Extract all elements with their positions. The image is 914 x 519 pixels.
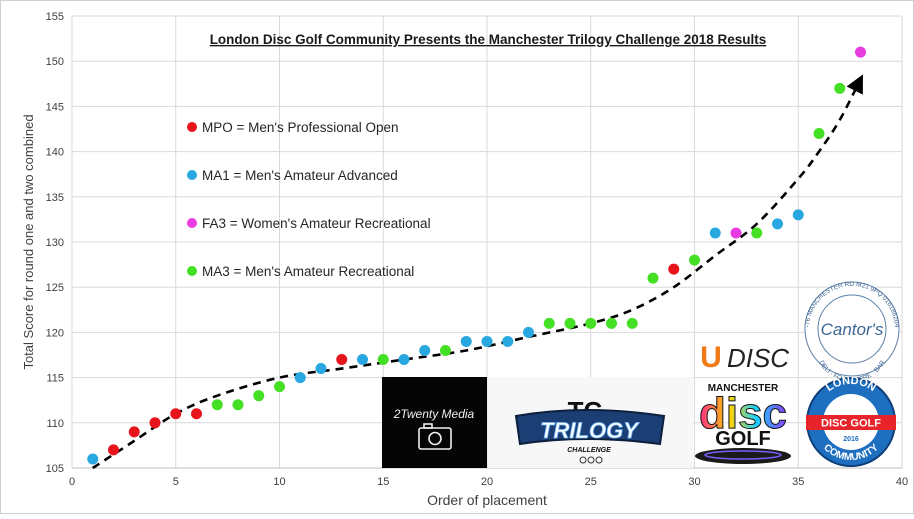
grid-lines: [71, 15, 903, 469]
chart-title: London Disc Golf Community Presents the …: [210, 32, 767, 47]
data-point: [730, 227, 742, 239]
data-point: [460, 335, 472, 347]
data-point: [751, 227, 763, 239]
data-point: [211, 399, 223, 411]
x-tick-label: 35: [792, 476, 804, 488]
x-tick-label: 20: [481, 476, 493, 488]
trilogy-footer-mark: [579, 456, 603, 464]
data-point: [294, 372, 306, 384]
y-tick-label: 105: [46, 463, 64, 475]
udisc-u-mark: U: [700, 341, 722, 374]
x-tick-label: 5: [173, 476, 179, 488]
legend: MPO = Men's Professional Open MA1 = Men's…: [187, 120, 431, 279]
data-point: [855, 46, 866, 58]
legend-label: MPO = Men's Professional Open: [202, 120, 399, 135]
trendline: [92, 74, 863, 470]
data-point: [253, 390, 265, 402]
y-tick-label: 125: [46, 282, 64, 294]
trilogy-main-text: TRILOGY: [540, 418, 640, 443]
sponsor-2twenty-media-text: 2Twenty Media: [393, 407, 475, 421]
data-point: [87, 453, 99, 465]
y-tick-label: 145: [46, 101, 64, 113]
x-tick-label: 30: [688, 476, 700, 488]
ldgc-middle-text: DISC GOLF: [821, 418, 881, 430]
x-tick-label: 25: [585, 476, 597, 488]
data-point: [689, 254, 700, 266]
data-point: [149, 417, 161, 429]
data-point: [606, 317, 617, 329]
data-point: [626, 317, 638, 329]
data-point: [481, 335, 493, 347]
x-tick-label: 0: [69, 476, 75, 488]
legend-marker: [187, 218, 197, 228]
data-point: [523, 326, 534, 338]
sponsor-manchester-disc-golf-logo: MANCHESTER disc GOLF: [695, 383, 791, 464]
y-tick-label: 130: [46, 237, 64, 249]
ldgc-year-text: 2016: [843, 436, 859, 443]
data-point: [315, 363, 327, 375]
y-tick-label: 135: [46, 192, 64, 204]
legend-label: MA1 = Men's Amateur Advanced: [202, 168, 398, 183]
data-point: [709, 227, 721, 239]
legend-label: MA3 = Men's Amateur Recreational: [202, 264, 414, 279]
trilogy-banner-shape: [514, 409, 666, 446]
x-tick-label: 10: [273, 476, 285, 488]
cantors-name: Cantor's: [821, 320, 884, 339]
data-point: [274, 381, 285, 393]
y-tick-label: 110: [46, 418, 64, 430]
manchester-golf-text: GOLF: [715, 428, 771, 450]
udisc-text: DISC: [727, 343, 789, 373]
y-tick-label: 120: [46, 327, 64, 339]
camera-icon: [418, 423, 452, 450]
data-point: [647, 272, 659, 284]
ldgc-top-text: LONDON: [824, 375, 878, 394]
trilogy-sub-text: CHALLENGE: [567, 447, 611, 454]
data-point: [543, 317, 555, 329]
data-point: [772, 218, 783, 230]
data-point: [128, 426, 140, 438]
sponsor-trilogy-challenge-logo: TC TRILOGY CHALLENGE: [488, 377, 693, 468]
data-point: [419, 344, 431, 356]
legend-marker: [187, 266, 197, 276]
y-tick-label: 140: [46, 147, 64, 159]
y-axis-title: Total Score for round one and two combin…: [21, 114, 36, 369]
data-point: [668, 263, 680, 275]
data-point: [170, 408, 182, 420]
data-point: [440, 344, 451, 356]
legend-marker: [187, 170, 197, 180]
manchester-top-text: MANCHESTER: [708, 383, 779, 394]
data-point: [502, 335, 514, 347]
x-tick-label: 40: [896, 476, 908, 488]
x-tick-label: 15: [377, 476, 389, 488]
data-point: [191, 408, 202, 420]
data-point: [813, 128, 825, 140]
manchester-disc-rim: [704, 450, 782, 460]
legend-label: FA3 = Women's Amateur Recreational: [202, 216, 431, 231]
tick-labels: 105 110 115 120 125 130 135 140 145 150 155 0 5 10 15 2…: [46, 11, 908, 488]
sponsor-london-disc-golf-community-logo: LONDON COMMUNITY DISC GOLF 2016: [806, 375, 896, 467]
sponsor-2twenty-media-logo: 2Twenty Media: [382, 377, 487, 468]
y-tick-label: 115: [46, 373, 64, 385]
data-point: [232, 399, 244, 411]
y-tick-label: 150: [46, 56, 64, 68]
data-point: [564, 317, 576, 329]
data-point: [108, 444, 119, 456]
y-tick-label: 155: [46, 11, 64, 23]
data-point: [357, 354, 368, 366]
data-points: [87, 46, 866, 465]
data-point: [398, 354, 410, 366]
sponsor-udisc-logo: U DISC: [700, 341, 789, 374]
data-point: [336, 354, 348, 366]
manchester-disc-text: disc: [699, 389, 787, 438]
data-point: [377, 354, 389, 366]
data-point: [792, 209, 804, 221]
trendline-path: [92, 74, 863, 470]
data-point: [834, 82, 846, 94]
data-point: [585, 317, 597, 329]
x-axis-title: Order of placement: [427, 492, 547, 508]
legend-marker: [187, 122, 197, 132]
